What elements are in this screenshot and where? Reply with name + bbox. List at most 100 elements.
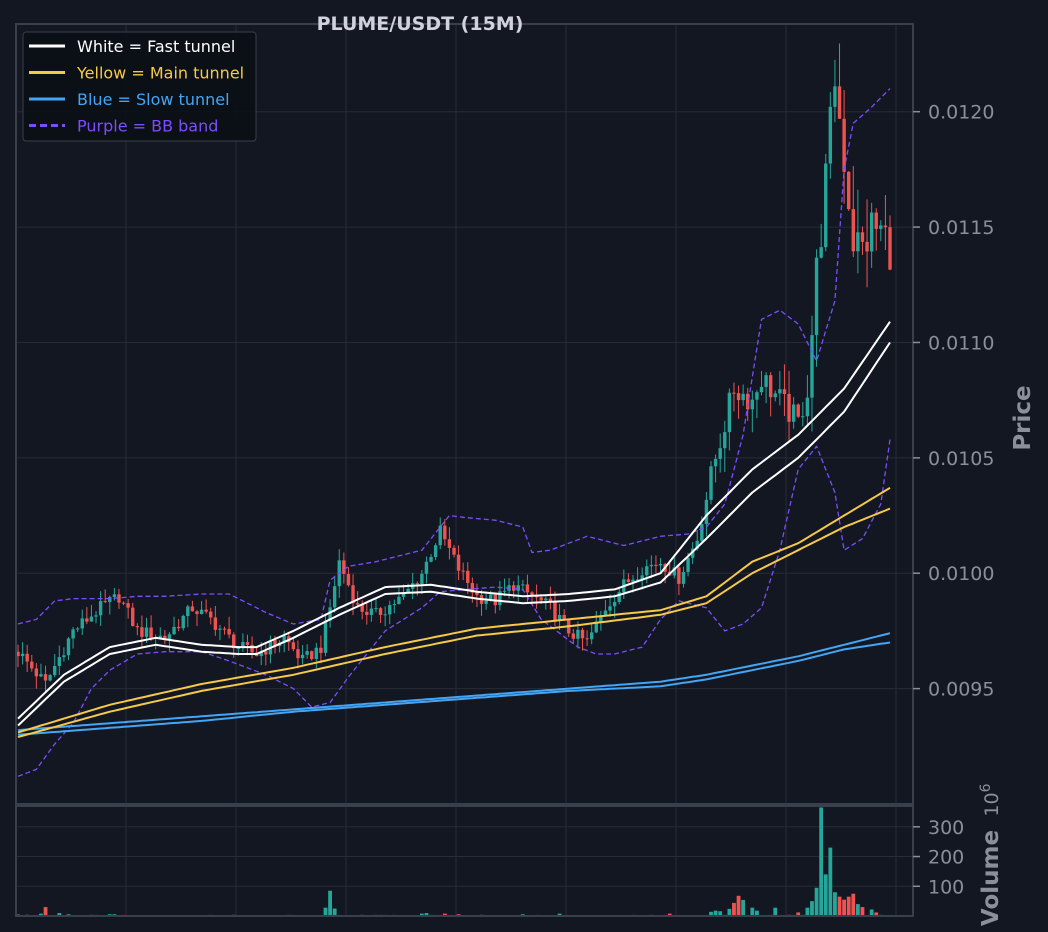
candle-body — [273, 640, 277, 647]
candle-body — [461, 570, 465, 572]
candle-body — [846, 171, 851, 210]
candle-body — [222, 628, 227, 630]
candle-body — [489, 594, 493, 601]
candle-body — [704, 499, 709, 525]
candle-body — [824, 163, 828, 248]
candle-body — [539, 597, 543, 601]
candle-body — [672, 567, 676, 576]
candle-body — [732, 392, 736, 394]
candle-body — [856, 232, 860, 252]
volume-axis: 100 200 300 — [913, 817, 964, 898]
candle-body — [190, 606, 195, 612]
candle-body — [801, 416, 805, 418]
candle-body — [498, 591, 502, 606]
candle-body — [695, 540, 699, 549]
candle-body — [883, 225, 888, 228]
candle-body — [48, 675, 52, 681]
candle-body — [291, 642, 296, 650]
slow-tunnel-upper-line — [17, 632, 891, 732]
volume-multiplier-exponent: 6 — [978, 783, 994, 792]
candle-body — [654, 564, 658, 566]
candle-body — [589, 632, 594, 640]
candle-body — [833, 86, 837, 107]
volume-bar — [874, 912, 879, 916]
candle-body — [562, 614, 566, 620]
candle-body — [131, 607, 135, 627]
volume-bar — [718, 911, 723, 916]
candle-body — [736, 393, 741, 401]
candle-body — [530, 592, 534, 596]
volume-bar — [819, 807, 824, 916]
candle-body — [117, 594, 121, 603]
candle-body — [452, 547, 456, 555]
volume-axis-label: Volume — [978, 830, 1004, 926]
candle-body — [424, 561, 429, 574]
candle-body — [888, 227, 892, 270]
candle-body — [603, 610, 608, 616]
candle-body — [264, 651, 268, 655]
candle-body — [282, 636, 286, 643]
price-grid — [16, 24, 913, 804]
volume-bar — [732, 902, 736, 916]
candle-body — [544, 598, 548, 601]
candle-body — [34, 668, 39, 677]
candle-body — [186, 606, 190, 616]
candle-body — [718, 448, 722, 459]
candle-body — [57, 657, 62, 666]
candle-body — [397, 596, 401, 605]
candle-body — [241, 642, 245, 649]
candle-body — [599, 615, 603, 622]
candle-body — [677, 567, 681, 584]
candle-body — [16, 651, 20, 657]
candle-body — [332, 586, 337, 608]
price-panel-frame — [15, 23, 914, 805]
candle-body — [658, 563, 663, 566]
candle-body — [406, 588, 410, 593]
volume-bar — [823, 874, 828, 916]
volume-panel-frame — [15, 805, 914, 917]
candle-body — [768, 375, 773, 398]
candle-body — [75, 628, 80, 630]
candle-body — [204, 609, 208, 612]
candle-body — [709, 466, 713, 500]
candle-body — [108, 597, 112, 603]
volume-bar — [855, 904, 860, 916]
volume-bar — [869, 909, 874, 916]
main-tunnel-lower-line — [17, 507, 891, 739]
candle-body — [805, 397, 810, 417]
candle-body — [89, 616, 94, 622]
candle-body — [135, 626, 140, 628]
candle-body — [516, 585, 520, 591]
volume-bar — [796, 912, 801, 916]
candle-body — [842, 118, 846, 172]
volume-bar — [332, 908, 337, 916]
candle-body — [305, 651, 309, 655]
legend: White = Fast tunnel Yellow = Main tunnel B… — [22, 31, 257, 142]
volume-bar — [709, 911, 713, 916]
volume-bar — [828, 847, 833, 916]
candle-body — [378, 608, 383, 615]
candle-body — [819, 247, 823, 258]
price-tick-label: 0.0115 — [928, 217, 994, 239]
candle-body — [713, 458, 718, 467]
legend-items: White = Fast tunnel Yellow = Main tunnel B… — [29, 37, 244, 136]
candle-body — [879, 225, 883, 229]
legend-label: Yellow = Main tunnel — [76, 64, 244, 83]
slow-tunnel-lower-line — [17, 641, 891, 736]
candle-body — [755, 392, 759, 400]
candle-body — [388, 605, 392, 615]
volume-tick-label: 300 — [928, 817, 964, 839]
candle-body — [764, 375, 768, 387]
candle-body — [195, 611, 199, 615]
candle-body — [199, 609, 204, 615]
volume-axis-multiplier: 106 — [978, 783, 1003, 816]
candle-body — [420, 573, 424, 585]
candle-body — [374, 608, 378, 610]
candle-body — [66, 638, 71, 656]
candle-body — [557, 614, 562, 621]
candle-body — [392, 604, 397, 606]
volume-bar — [773, 907, 778, 916]
candle-body — [750, 399, 755, 410]
candle-body — [585, 638, 589, 640]
candle-body — [360, 604, 364, 612]
